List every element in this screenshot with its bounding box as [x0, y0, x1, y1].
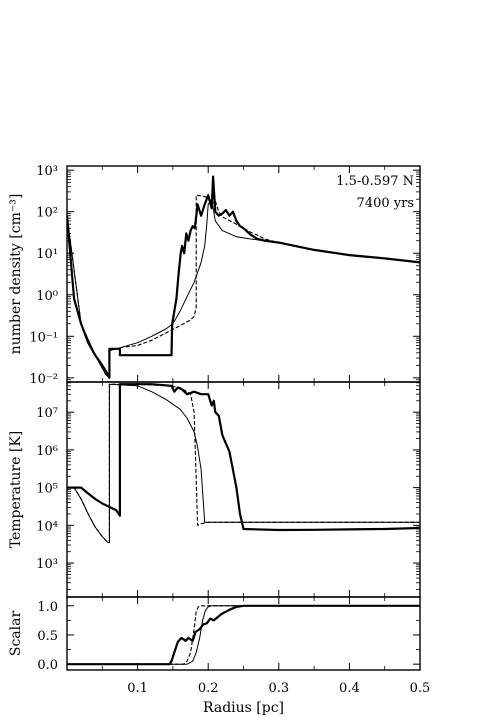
y-tick-label: 10⁻² [29, 372, 58, 387]
y-tick-label: 1.0 [37, 600, 58, 615]
series-lines [67, 175, 420, 666]
y-tick-label: 10¹ [36, 247, 58, 262]
y-tick-label: 10⁵ [36, 482, 58, 497]
y-tick-label: 10³ [36, 557, 58, 572]
series-line-thick [67, 604, 420, 666]
panel-frame-3 [66, 596, 421, 671]
y-tick-label: 0.0 [37, 658, 58, 673]
y-axis-label: number density [cm⁻³] [8, 194, 24, 355]
annotation: 7400 yrs [357, 196, 414, 211]
x-tick-label: 0.5 [410, 681, 431, 696]
x-tick-label: 0.1 [127, 681, 148, 696]
y-tick-label: 10⁶ [36, 444, 58, 459]
y-tick-label: 10⁷ [36, 406, 58, 421]
y-tick-label: 10² [36, 206, 58, 221]
axis-ticks [67, 166, 420, 670]
y-tick-label: 10⁻¹ [29, 330, 58, 345]
series-line-dashed [67, 605, 420, 665]
series-line-thin [67, 605, 420, 665]
x-axis-label: Radius [pc] [203, 700, 284, 716]
series-line-dashed [67, 194, 420, 379]
x-tick-label: 0.2 [198, 681, 219, 696]
y-tick-label: 10³ [36, 164, 58, 179]
x-tick-label: 0.3 [268, 681, 289, 696]
series-line-thin [67, 198, 420, 379]
y-axis-label: Scalar [8, 611, 24, 657]
y-tick-label: 10⁰ [36, 289, 58, 304]
annotation: 1.5-0.597 N [336, 174, 414, 189]
y-axis-label: Temperature [K] [8, 431, 24, 549]
y-tick-label: 10⁴ [36, 519, 58, 534]
series-line-thick [67, 383, 420, 532]
series-line-thin [67, 383, 420, 543]
x-tick-label: 0.4 [339, 681, 360, 696]
text-labels: 10⁻² 10⁻¹ 10⁰ 10¹ 10² 10³ number density [cm⁻³… [8, 164, 430, 716]
y-tick-label: 0.5 [37, 629, 58, 644]
